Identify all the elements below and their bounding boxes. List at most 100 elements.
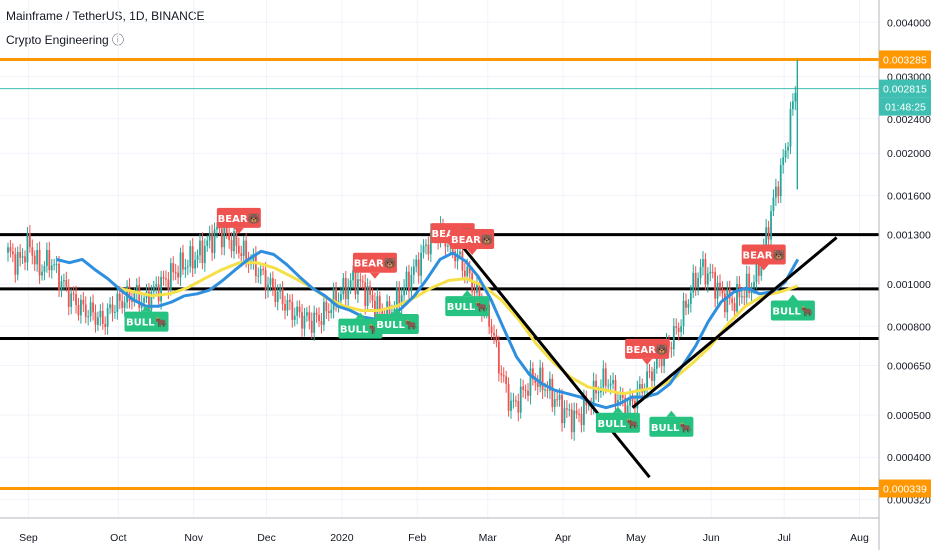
- candle-body: [11, 251, 14, 255]
- candle-body: [354, 270, 357, 295]
- candle-body: [174, 272, 177, 274]
- candle-body: [330, 309, 333, 313]
- candle-body: [101, 310, 104, 324]
- candle-body: [53, 264, 56, 266]
- candle-body: [748, 273, 751, 294]
- candle-body: [228, 233, 231, 241]
- candle-body: [400, 295, 403, 306]
- last-price-tag-bg: [879, 79, 931, 98]
- candle-body: [313, 312, 316, 333]
- candle-body: [461, 251, 464, 271]
- candle-body: [612, 380, 614, 384]
- top-level-price-tag: 0.003285: [883, 54, 927, 66]
- candle-body: [60, 281, 63, 291]
- candle-body: [172, 263, 175, 273]
- candle-body: [719, 282, 721, 289]
- candle-body: [352, 270, 354, 281]
- candle-body: [296, 306, 299, 316]
- bull-signal: BULL🐂: [649, 410, 694, 437]
- bull-signal-label: BULL🐂: [340, 324, 381, 336]
- bear-signal: BEAR🐻: [741, 244, 786, 271]
- candle-body: [286, 299, 289, 311]
- candle-body: [697, 277, 700, 288]
- candle-body: [50, 265, 53, 271]
- candle-body: [463, 270, 466, 277]
- candle-body: [403, 286, 405, 296]
- candle-body: [123, 302, 126, 308]
- candle-body: [777, 186, 780, 197]
- candle-body: [216, 227, 218, 230]
- candle-body: [507, 384, 510, 411]
- candle-body: [138, 285, 141, 308]
- x-tick-label: Nov: [184, 532, 203, 544]
- candle-body: [177, 272, 179, 278]
- candle-body: [182, 252, 184, 270]
- candle-body: [267, 284, 269, 291]
- candle-body: [43, 265, 46, 272]
- candle-body: [529, 368, 532, 396]
- candle-body: [301, 312, 303, 329]
- candle-body: [497, 341, 500, 374]
- candle-body: [731, 298, 734, 304]
- y-tick-label: 0.004000: [887, 17, 931, 29]
- candle-body: [405, 271, 408, 287]
- bull-signal-pointer: [666, 410, 677, 417]
- candle-body: [502, 375, 505, 377]
- candle-body: [655, 354, 658, 369]
- candle-body: [685, 300, 687, 308]
- candle-body: [264, 270, 267, 291]
- candle-body: [279, 288, 282, 292]
- candle-body: [541, 367, 544, 391]
- candle-body: [262, 269, 265, 271]
- grid: [0, 0, 879, 518]
- x-tick-label: Dec: [257, 532, 276, 544]
- bear-signal-box: [216, 207, 261, 228]
- candle-body: [26, 233, 29, 263]
- symbol-title[interactable]: Mainframe / TetherUS, 1D, BINANCE: [6, 9, 205, 23]
- candle-body: [16, 252, 19, 275]
- candle-body: [621, 394, 624, 398]
- bull-signal-box: [595, 412, 640, 433]
- candle-body: [155, 284, 158, 287]
- candle-body: [230, 240, 233, 252]
- y-tick-label: 0.000400: [887, 452, 931, 464]
- candle-body: [517, 400, 520, 413]
- candle-body: [165, 278, 167, 280]
- candle-body: [92, 302, 94, 313]
- candle-body: [779, 165, 782, 197]
- candle-body: [476, 284, 478, 293]
- candle-body: [740, 296, 743, 298]
- candle-body: [609, 383, 612, 386]
- candle-body: [519, 386, 522, 413]
- candle-body: [41, 271, 43, 276]
- candle-body: [702, 259, 704, 267]
- indicator-title[interactable]: Crypto Engineering ⓘ: [6, 33, 125, 47]
- candle-body: [743, 296, 746, 298]
- candle-body: [118, 293, 121, 301]
- bull-signal-box: [770, 300, 815, 321]
- candle-body: [291, 301, 294, 320]
- candle-body: [104, 323, 107, 327]
- candle-body: [162, 276, 165, 279]
- candle-body: [556, 399, 559, 401]
- candle-body: [393, 309, 396, 313]
- candle-body: [361, 281, 364, 283]
- candle-body: [364, 282, 367, 306]
- candle-body: [65, 280, 68, 287]
- candle-body: [716, 282, 719, 299]
- candle-body: [651, 371, 653, 381]
- candle-body: [488, 304, 491, 327]
- candle-body: [454, 251, 457, 262]
- candle-body: [303, 315, 306, 329]
- candle-body: [335, 288, 337, 306]
- bull-signal-label: BULL🐂: [772, 305, 813, 317]
- bear-signal-box: [352, 252, 397, 273]
- y-tick-label: 0.001000: [887, 279, 931, 291]
- candle-body: [233, 231, 235, 252]
- candle-body: [344, 278, 347, 300]
- y-tick-label: 0.001600: [887, 190, 931, 202]
- candle-body: [706, 273, 709, 285]
- candle-body: [82, 299, 85, 305]
- candle-body: [131, 300, 133, 302]
